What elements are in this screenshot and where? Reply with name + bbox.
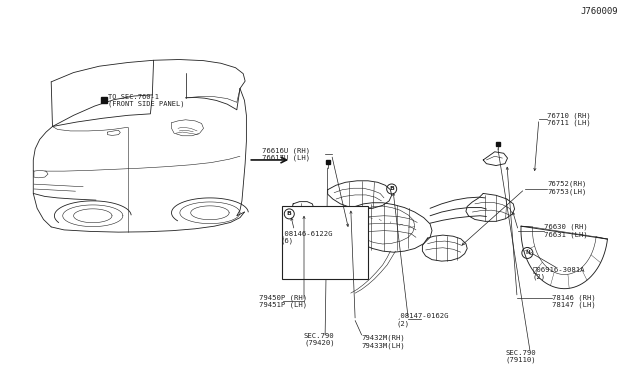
Text: 79450P (RH)
79451P (LH): 79450P (RH) 79451P (LH) (259, 294, 307, 308)
Text: N: N (525, 250, 530, 256)
Text: 76710 (RH)
76711 (LH): 76710 (RH) 76711 (LH) (547, 112, 591, 126)
Text: Ⓞ06916-3081A
(2): Ⓞ06916-3081A (2) (532, 266, 585, 280)
Text: 76752(RH)
76753(LH): 76752(RH) 76753(LH) (547, 181, 587, 195)
Text: SEC.790
(79110): SEC.790 (79110) (506, 350, 536, 363)
Bar (326, 160, 330, 164)
Text: 79432M(RH)
79433M(LH): 79432M(RH) 79433M(LH) (362, 335, 405, 349)
Text: 76616U (RH)
76617U (LH): 76616U (RH) 76617U (LH) (262, 147, 310, 161)
Bar (496, 142, 500, 146)
Text: ¸08146-6122G
(6): ¸08146-6122G (6) (280, 230, 333, 244)
Text: TO SEC.760-1
(FRONT SIDE PANEL): TO SEC.760-1 (FRONT SIDE PANEL) (108, 94, 184, 107)
Text: B: B (389, 186, 394, 192)
Text: SEC.790
(79420): SEC.790 (79420) (304, 333, 335, 346)
Bar (282, 206, 368, 279)
Text: 76630 (RH)
76631 (LH): 76630 (RH) 76631 (LH) (544, 224, 588, 238)
Text: J760009: J760009 (580, 7, 618, 16)
Text: B: B (287, 211, 292, 217)
Text: ¸08147-0162G
(2): ¸08147-0162G (2) (397, 312, 449, 327)
Text: 78146 (RH)
78147 (LH): 78146 (RH) 78147 (LH) (552, 294, 595, 308)
